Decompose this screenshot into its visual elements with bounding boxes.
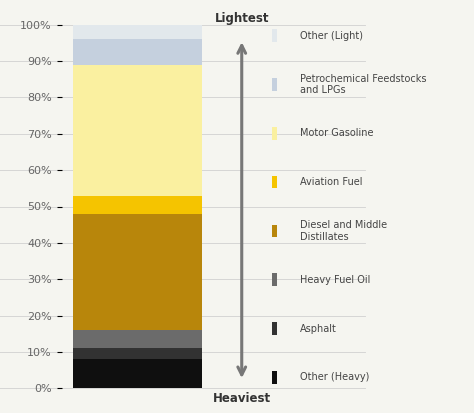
FancyBboxPatch shape: [272, 273, 276, 286]
FancyBboxPatch shape: [272, 78, 276, 91]
Text: Asphalt: Asphalt: [300, 323, 337, 334]
FancyBboxPatch shape: [272, 225, 276, 237]
Bar: [73, 348, 202, 359]
Text: Heavy Fuel Oil: Heavy Fuel Oil: [300, 275, 371, 285]
FancyBboxPatch shape: [272, 322, 276, 335]
Text: Diesel and Middle
Distillates: Diesel and Middle Distillates: [300, 220, 387, 242]
Text: Lightest: Lightest: [215, 12, 269, 25]
Bar: [73, 359, 202, 388]
FancyBboxPatch shape: [272, 371, 276, 384]
Text: Other (Light): Other (Light): [300, 31, 363, 41]
Text: Motor Gasoline: Motor Gasoline: [300, 128, 374, 138]
Bar: [73, 214, 202, 330]
FancyBboxPatch shape: [272, 29, 276, 42]
Bar: [73, 25, 202, 39]
Text: Other (Heavy): Other (Heavy): [300, 372, 369, 382]
Text: Heaviest: Heaviest: [213, 392, 271, 405]
Text: Aviation Fuel: Aviation Fuel: [300, 177, 363, 187]
FancyBboxPatch shape: [272, 176, 276, 188]
Bar: [73, 65, 202, 196]
Bar: [73, 330, 202, 348]
Bar: [73, 196, 202, 214]
FancyBboxPatch shape: [272, 127, 276, 140]
Text: Petrochemical Feedstocks
and LPGs: Petrochemical Feedstocks and LPGs: [300, 74, 427, 95]
Bar: [73, 39, 202, 65]
